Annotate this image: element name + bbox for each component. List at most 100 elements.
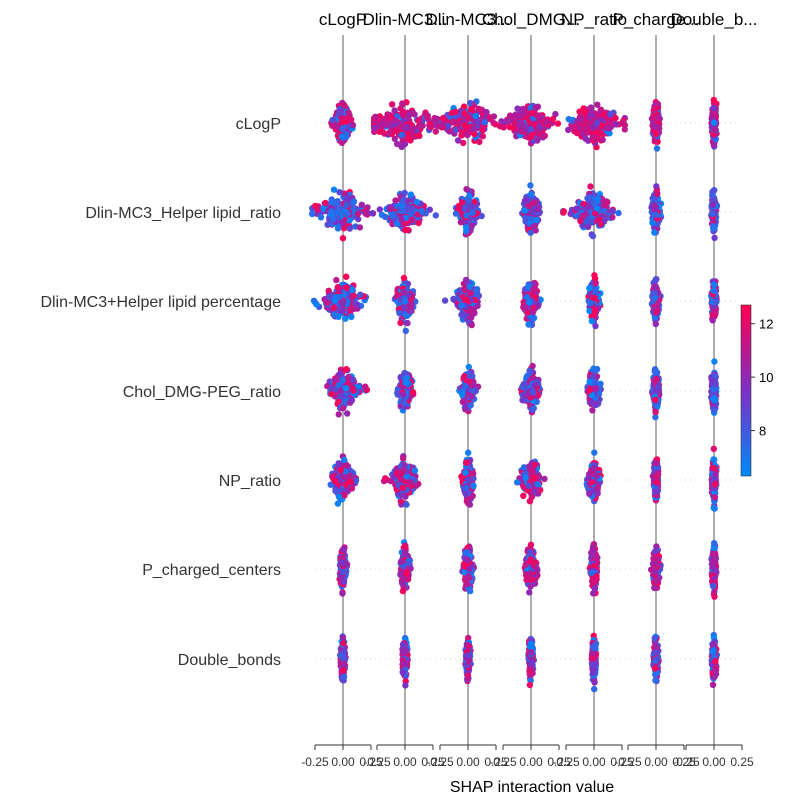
shap-point <box>345 109 352 116</box>
shap-point <box>335 110 343 117</box>
shap-point <box>309 210 316 218</box>
shap-point <box>397 319 404 326</box>
shap-point <box>418 208 425 215</box>
shap-point <box>343 273 350 280</box>
shap-point <box>386 128 394 136</box>
shap-point <box>345 373 352 381</box>
shap-point <box>612 121 620 128</box>
shap-point <box>475 105 482 113</box>
shap-point <box>505 118 512 125</box>
shap-point <box>582 118 590 126</box>
shap-point <box>313 301 320 308</box>
shap-point <box>333 487 340 495</box>
shap-point <box>603 124 611 131</box>
shap-point <box>584 203 592 210</box>
shap-point <box>448 109 456 117</box>
shap-point <box>342 131 350 138</box>
shap-point <box>334 500 342 507</box>
shap-point <box>526 367 533 374</box>
shap-point <box>476 138 483 145</box>
shap-point <box>651 294 659 302</box>
shap-point <box>530 404 537 412</box>
shap-point <box>336 189 343 196</box>
shap-point <box>333 376 340 383</box>
shap-point <box>409 216 416 223</box>
shap-point <box>530 304 537 312</box>
shap-point <box>463 212 470 219</box>
shap-point <box>589 232 597 240</box>
shap-point <box>589 399 596 406</box>
shap-point <box>454 137 462 144</box>
shap-point <box>469 203 476 210</box>
shap-point <box>709 210 716 218</box>
shap-point <box>464 131 471 139</box>
shap-point <box>396 124 403 131</box>
shap-point <box>652 408 659 416</box>
shap-point <box>336 293 343 301</box>
shap-point <box>527 229 534 236</box>
shap-point <box>337 467 344 474</box>
shap-point <box>520 381 527 388</box>
shap-point <box>387 205 395 213</box>
shap-point <box>527 191 535 198</box>
shap-point <box>462 276 470 284</box>
shap-point <box>587 219 595 226</box>
shap-point <box>405 135 413 142</box>
shap-point <box>552 110 559 118</box>
shap-point <box>358 201 365 208</box>
shap-point <box>457 219 465 226</box>
shap-point <box>594 101 601 108</box>
shap-point <box>465 198 472 205</box>
shap-point <box>401 189 408 197</box>
shap-point <box>711 196 718 203</box>
shap-point <box>348 397 356 404</box>
shap-point <box>586 378 593 386</box>
shap-point <box>586 387 593 394</box>
shap-point <box>713 298 720 305</box>
shap-point <box>584 195 591 202</box>
shap-point <box>486 115 494 123</box>
shap-point <box>591 294 598 301</box>
shap-point <box>569 123 577 130</box>
shap-point <box>354 210 361 218</box>
shap-point <box>587 300 594 307</box>
shap-point <box>459 131 466 138</box>
shap-point <box>512 111 519 118</box>
shap-point <box>350 305 358 313</box>
shap-point <box>402 379 409 386</box>
shap-point <box>514 105 521 112</box>
shap-point <box>372 113 379 121</box>
shap-point <box>317 214 325 221</box>
shap-point <box>549 115 557 123</box>
shap-point <box>583 129 591 136</box>
shap-point <box>401 400 408 407</box>
shap-point <box>651 229 658 236</box>
shap-point <box>330 304 338 311</box>
shap-point <box>615 209 622 217</box>
shap-point <box>465 114 472 121</box>
shap-point <box>458 302 465 309</box>
shap-point <box>710 395 718 402</box>
shap-point <box>343 366 350 373</box>
shap-point <box>711 110 719 117</box>
shap-point <box>592 385 599 392</box>
shap-point <box>349 286 356 293</box>
shap-point <box>401 304 408 311</box>
shap-point <box>525 321 532 328</box>
shap-point <box>525 118 533 125</box>
shap-point <box>401 298 409 305</box>
shap-point <box>652 105 659 112</box>
shap-point <box>528 291 536 298</box>
shap-point <box>417 122 424 129</box>
shap-point <box>468 106 475 114</box>
shap-point <box>335 460 342 467</box>
shap-point <box>651 123 659 130</box>
shap-point <box>404 291 412 298</box>
shap-point <box>578 116 585 123</box>
shap-point <box>711 358 718 365</box>
shap-point <box>511 120 518 127</box>
shap-point <box>709 377 716 384</box>
shap-point <box>343 284 350 291</box>
shap-point <box>404 319 411 327</box>
